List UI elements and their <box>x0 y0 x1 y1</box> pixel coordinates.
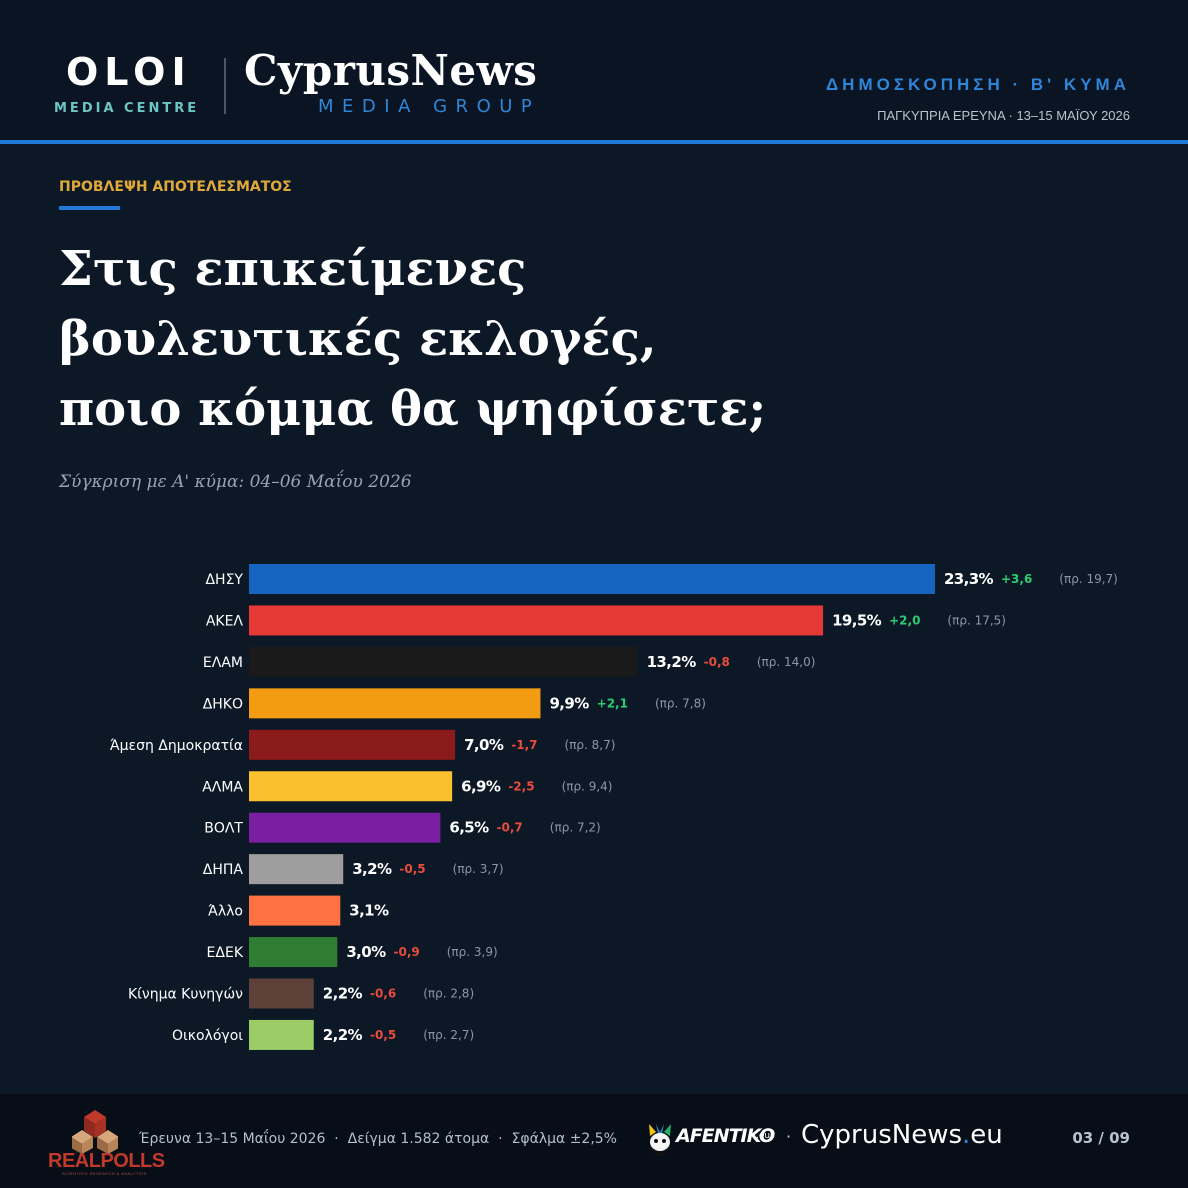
previous-value-label: (πρ. 3,7) <box>453 862 504 876</box>
value-label: 3,2% <box>352 860 392 878</box>
category-label: ΒΟΛΤ <box>204 821 243 837</box>
footer-separator: · <box>786 1127 792 1146</box>
value-label: 19,5% <box>832 611 882 629</box>
previous-value-label: (πρ. 3,9) <box>447 945 498 959</box>
title-line-3: ποιο κόμμα θα ψηφίσετε; <box>59 381 767 437</box>
bar <box>249 646 638 677</box>
category-label: Οικολόγοι <box>172 1028 243 1044</box>
value-label: 2,2% <box>323 1026 363 1044</box>
value-label: 13,2% <box>647 653 697 671</box>
header-accent-line <box>0 140 1188 144</box>
category-label: ΑΛΜΑ <box>202 779 243 795</box>
previous-value-label: (πρ. 7,8) <box>655 696 706 710</box>
header-bar <box>0 0 1188 140</box>
kicker-label: ΠΡΟΒΛΕΨΗ ΑΠΟΤΕΛΕΣΜΑΤΟΣ <box>59 179 292 195</box>
afentiko-mascot-icon <box>649 1124 671 1157</box>
cyprusnews-footer-brand: CyprusNews.eu <box>801 1120 1003 1150</box>
previous-value-label: (πρ. 17,5) <box>947 613 1006 627</box>
footer-bar <box>0 1094 1188 1188</box>
survey-meta: Έρευνα 13–15 Μαΐου 2026 · Δείγμα 1.582 ά… <box>139 1131 617 1147</box>
cyprusnews-logo: CyprusNews <box>244 46 538 95</box>
poll-subtitle: ΠΑΓΚΥΠΡΙΑ ΕΡΕΥΝΑ · 13–15 ΜΑΪΟΥ 2026 <box>877 108 1130 123</box>
category-label: ΕΛΑΜ <box>203 655 243 671</box>
value-label: 9,9% <box>549 694 589 712</box>
change-label: -2,5 <box>508 779 534 793</box>
afentiko-logo-suffix: .eu <box>756 1131 771 1141</box>
bar <box>249 812 441 843</box>
bar <box>249 854 344 885</box>
previous-value-label: (πρ. 2,7) <box>423 1028 474 1042</box>
previous-value-label: (πρ. 7,2) <box>550 821 601 835</box>
cyprusnews-logo-subtitle: MEDIA GROUP <box>318 96 541 117</box>
realpolls-logo: REALPOLLS <box>48 1150 165 1172</box>
change-label: -0,5 <box>399 862 425 876</box>
previous-value-label: (πρ. 2,8) <box>423 987 474 1001</box>
afentiko-logo: AFENTIKO <box>676 1125 775 1147</box>
oloi-logo-subtitle: MEDIA CENTRE <box>54 101 200 116</box>
change-label: -0,9 <box>394 945 420 959</box>
bar-chart: ΔΗΣΥ 23,3% +3,6 (πρ. 19,7) ΑΚΕΛ 19,5% +2,0 (πρ.… <box>110 564 1118 1050</box>
realpolls-tagline: SCIENTIFIC RESEARCH & ANALYTICS <box>62 1171 147 1176</box>
bar <box>249 564 935 594</box>
value-label: 2,2% <box>323 985 363 1003</box>
brand-dot: . <box>962 1120 971 1150</box>
previous-value-label: (πρ. 8,7) <box>565 738 616 752</box>
title-line-1: Στις επικείμενες <box>59 241 527 297</box>
category-label: Κίνημα Κυνηγών <box>128 987 243 1003</box>
bar <box>249 978 314 1009</box>
page-subtitle: Σύγκριση με Α' κύμα: 04–06 Μαΐου 2026 <box>59 472 412 492</box>
bar <box>249 937 338 968</box>
category-label: ΔΗΚΟ <box>203 696 243 712</box>
change-label: -1,7 <box>511 738 537 752</box>
category-label: Άμεση Δημοκρατία <box>110 738 243 754</box>
page-title: Στις επικείμενες βουλευτικές εκλογές, πο… <box>59 234 1119 444</box>
bar <box>249 771 453 802</box>
value-label: 6,9% <box>461 777 501 795</box>
category-label: ΔΗΣΥ <box>205 572 243 588</box>
brand-tld: eu <box>970 1120 1003 1150</box>
change-label: -0,8 <box>704 655 730 669</box>
bar <box>249 729 456 760</box>
category-label: Άλλο <box>208 904 243 920</box>
kicker-underline <box>59 206 120 210</box>
bar <box>249 895 341 926</box>
value-label: 6,5% <box>449 819 489 837</box>
bar <box>249 1019 314 1050</box>
poll-title: ΔΗΜΟΣΚΟΠΗΣΗ · Β' ΚΥΜΑ <box>825 75 1130 94</box>
change-label: -0,5 <box>370 1028 396 1042</box>
bar <box>249 605 824 636</box>
change-label: +2,0 <box>889 613 920 627</box>
page-counter: 03 / 09 <box>1072 1129 1130 1147</box>
brand-name: CyprusNews <box>801 1120 963 1150</box>
value-label: 23,3% <box>944 570 994 588</box>
previous-value-label: (πρ. 14,0) <box>757 655 816 669</box>
oloi-logo: OLOI <box>66 50 192 94</box>
previous-value-label: (πρ. 19,7) <box>1059 572 1118 586</box>
change-label: -0,7 <box>497 821 523 835</box>
value-label: 3,0% <box>346 943 386 961</box>
category-label: ΕΔΕΚ <box>207 945 244 961</box>
title-line-2: βουλευτικές εκλογές, <box>59 311 657 367</box>
realpolls-cube-icon <box>72 1110 118 1154</box>
change-label: +2,1 <box>597 696 628 710</box>
change-label: -0,6 <box>370 987 396 1001</box>
logo-divider <box>224 58 226 114</box>
value-label: 7,0% <box>464 736 504 754</box>
bar <box>249 688 541 719</box>
value-label: 3,1% <box>349 902 389 920</box>
previous-value-label: (πρ. 9,4) <box>562 779 613 793</box>
change-label: +3,6 <box>1001 572 1032 586</box>
category-label: ΑΚΕΛ <box>206 613 244 629</box>
category-label: ΔΗΠΑ <box>203 862 244 878</box>
